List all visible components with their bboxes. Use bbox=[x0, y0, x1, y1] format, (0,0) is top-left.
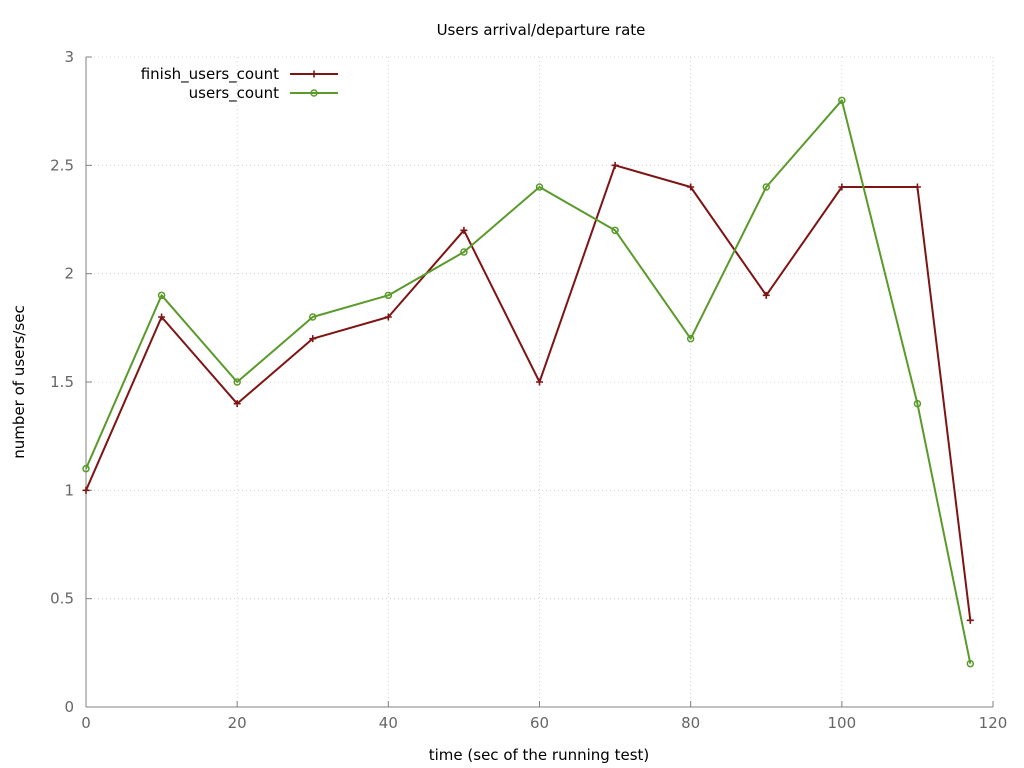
legend-swatch-marker bbox=[310, 70, 318, 78]
legend-entry: finish_users_count bbox=[141, 65, 338, 84]
series bbox=[82, 96, 975, 668]
data-point bbox=[309, 313, 317, 321]
data-point bbox=[384, 291, 393, 300]
data-point bbox=[838, 183, 846, 191]
data-point bbox=[460, 226, 468, 234]
x-tick-label: 40 bbox=[379, 714, 398, 732]
data-point bbox=[384, 313, 392, 321]
data-point bbox=[838, 96, 846, 105]
series-finish_users_count bbox=[82, 161, 974, 624]
data-point bbox=[611, 161, 619, 169]
x-tick-label: 60 bbox=[530, 714, 549, 732]
series-line bbox=[85, 164, 972, 621]
legend-label: users_count bbox=[189, 84, 279, 103]
legend-swatch-marker bbox=[310, 89, 318, 97]
series-line bbox=[85, 99, 972, 664]
y-tick-label: 1.5 bbox=[50, 373, 74, 391]
x-axis-label: time (sec of the running test) bbox=[429, 746, 650, 764]
data-point bbox=[536, 378, 543, 386]
x-tick-label: 20 bbox=[228, 714, 247, 732]
x-tick-label: 120 bbox=[979, 714, 1008, 732]
data-point bbox=[762, 183, 770, 191]
data-point bbox=[687, 183, 695, 191]
data-point bbox=[460, 248, 468, 256]
y-tick-label: 1 bbox=[64, 481, 74, 499]
x-tick-label: 80 bbox=[681, 714, 700, 732]
legend-entry: users_count bbox=[189, 84, 338, 103]
series-users_count bbox=[82, 96, 975, 668]
data-point bbox=[535, 183, 544, 191]
data-point bbox=[82, 486, 90, 494]
y-tick-label: 3 bbox=[64, 48, 74, 66]
y-tick-label: 2.5 bbox=[50, 156, 74, 174]
data-point bbox=[966, 659, 975, 668]
data-point bbox=[762, 291, 770, 299]
x-axis-ticks: 0 20 40 60 80 100 120 bbox=[81, 701, 1007, 732]
data-point bbox=[233, 378, 241, 386]
data-point bbox=[82, 464, 90, 473]
y-axis-ticks: 0 0.5 1 1.5 2 2.5 3 bbox=[50, 48, 92, 716]
legend-label: finish_users_count bbox=[141, 65, 279, 84]
y-axis-label: number of users/sec bbox=[10, 305, 28, 458]
data-point bbox=[913, 183, 921, 191]
data-point bbox=[611, 226, 619, 235]
data-point bbox=[309, 335, 317, 343]
data-point bbox=[966, 616, 974, 624]
chart-title: Users arrival/departure rate bbox=[437, 21, 646, 39]
y-tick-label: 2 bbox=[64, 265, 74, 283]
data-point bbox=[913, 399, 922, 408]
x-tick-label: 0 bbox=[81, 714, 91, 732]
data-point bbox=[233, 400, 241, 408]
data-point bbox=[157, 291, 166, 300]
data-point bbox=[686, 334, 695, 343]
data-point bbox=[158, 313, 166, 321]
x-tick-label: 100 bbox=[828, 714, 857, 732]
y-tick-label: 0.5 bbox=[50, 590, 74, 608]
y-tick-label: 0 bbox=[64, 698, 74, 716]
